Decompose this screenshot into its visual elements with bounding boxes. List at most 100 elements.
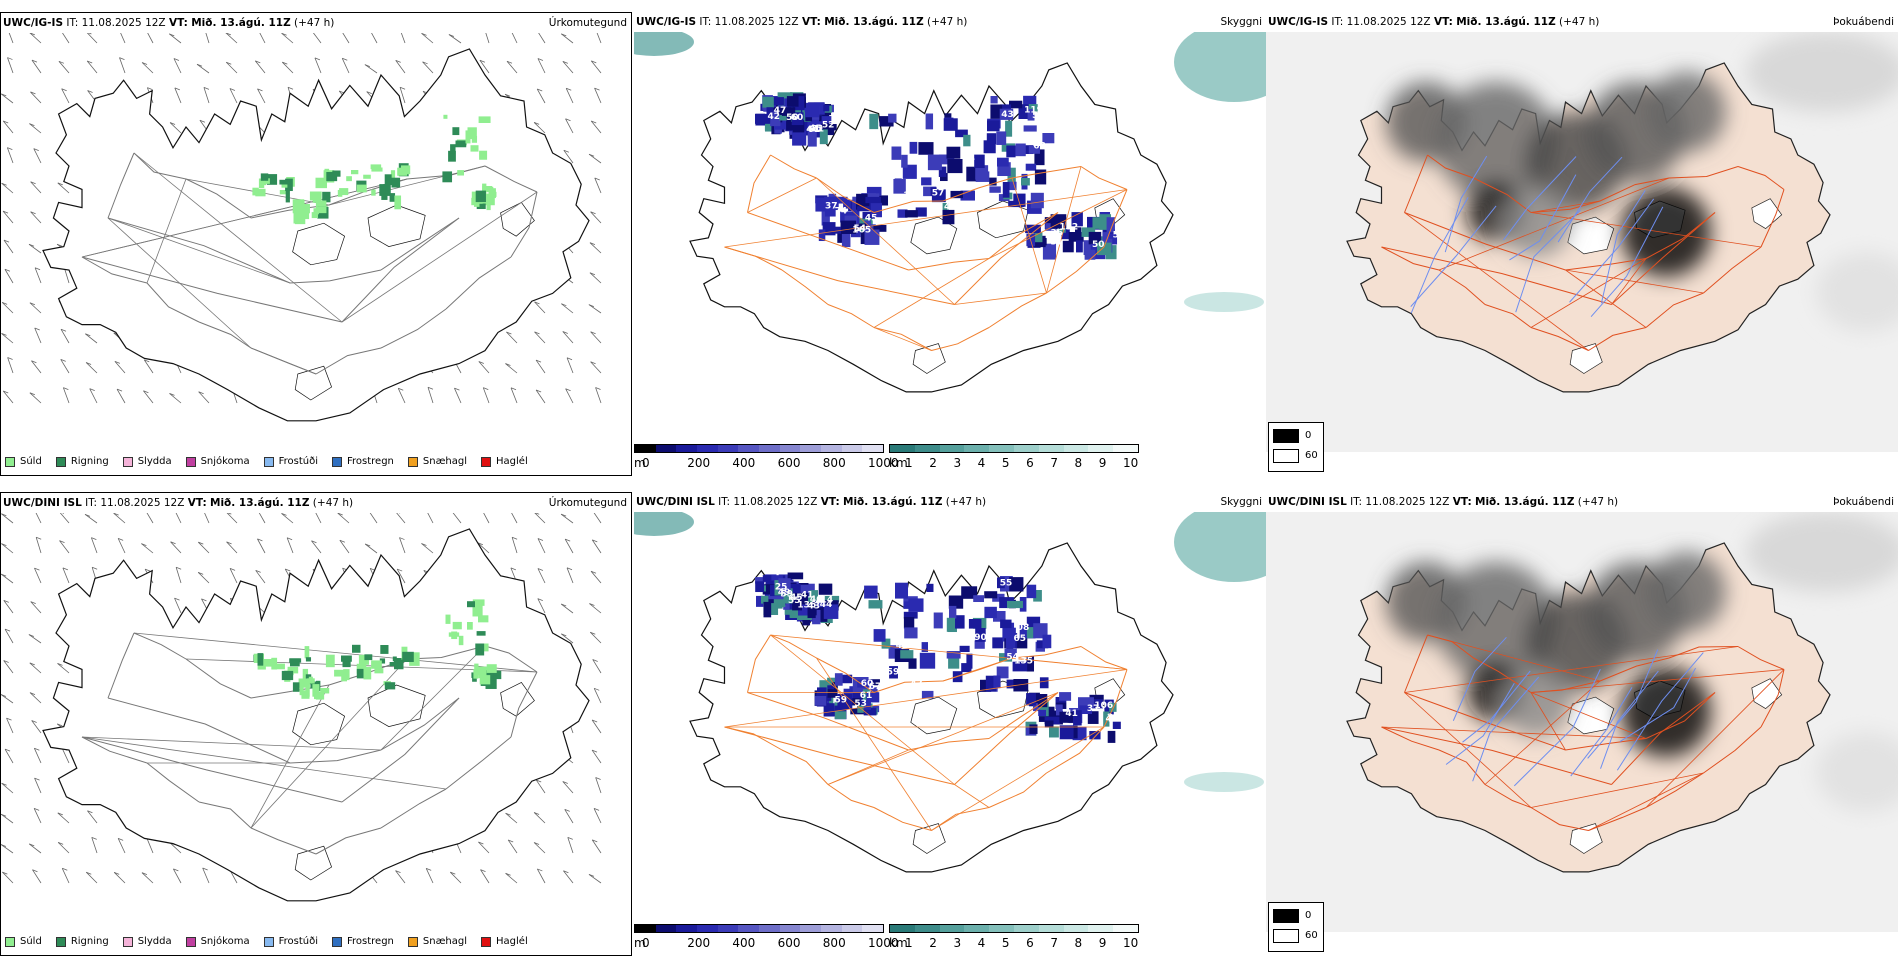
colorbar-tick: 400 bbox=[732, 456, 755, 470]
colorbar-tick: 3 bbox=[953, 936, 961, 950]
legend-swatch bbox=[123, 937, 133, 947]
colorbar-tick: 600 bbox=[778, 456, 801, 470]
cloud-base-label: 165 bbox=[852, 225, 871, 235]
cloud-base-label: 43 bbox=[1001, 110, 1014, 120]
cloud-base-label: 08 bbox=[1017, 623, 1030, 633]
header-vt-label: VT: bbox=[821, 496, 840, 508]
colorbar-scale bbox=[634, 924, 884, 933]
colorbar-tick: 2 bbox=[929, 936, 937, 950]
legend-swatch bbox=[408, 457, 418, 467]
colorbar-tick: 10 bbox=[1123, 936, 1138, 950]
legend-item: Slydda bbox=[123, 936, 172, 947]
header-it-label: IT: bbox=[699, 16, 711, 28]
header-vt-label: VT: bbox=[1453, 496, 1472, 508]
legend-label: Frostúði bbox=[279, 456, 318, 467]
legend-item: Haglél bbox=[481, 936, 528, 947]
header-lead: (+47 h) bbox=[294, 17, 334, 29]
visibility-panel: UWC/IG-IS IT: 11.08.2025 12Z VT: Mið. 13… bbox=[634, 12, 1266, 476]
header-it-label: IT: bbox=[1331, 16, 1343, 28]
cloud-base-label: 51 bbox=[1050, 238, 1063, 248]
header-it-label: IT: bbox=[718, 496, 730, 508]
colorbar-tick: 9 bbox=[1099, 456, 1107, 470]
fog-legend-swatch bbox=[1273, 429, 1299, 443]
fog-map bbox=[1266, 32, 1898, 452]
colorbar-scale bbox=[889, 444, 1139, 453]
legend-item: Súld bbox=[5, 936, 42, 947]
header-it-label: IT: bbox=[1350, 496, 1362, 508]
colorbar-tick: 5 bbox=[1002, 936, 1010, 950]
colorbar-tick: 400 bbox=[732, 936, 755, 950]
legend-item: Frostregn bbox=[332, 456, 394, 467]
cloud-base-label: 74 bbox=[835, 207, 848, 217]
fog-legend-value: 60 bbox=[1305, 450, 1318, 461]
precip-type-panel: UWC/IG-IS IT: 11.08.2025 12Z VT: Mið. 13… bbox=[0, 12, 632, 476]
cloud-base-label: 50 bbox=[1092, 240, 1105, 250]
header-model: UWC/DINI ISL bbox=[3, 497, 82, 509]
cloud-base-label: 45 bbox=[865, 214, 878, 224]
header-vt-label: VT: bbox=[169, 17, 188, 29]
cloud-base-label: 150 bbox=[930, 643, 949, 653]
header-model: UWC/IG-IS bbox=[636, 16, 696, 28]
legend-swatch bbox=[56, 457, 66, 467]
precip-map bbox=[1, 513, 631, 933]
legend-swatch bbox=[481, 457, 491, 467]
colorbar-tick: 9 bbox=[1099, 936, 1107, 950]
fog-map bbox=[1266, 512, 1898, 932]
legend-swatch bbox=[56, 937, 66, 947]
panel-title: Þokuábendi bbox=[1833, 496, 1894, 508]
colorbar-tick: 2 bbox=[929, 456, 937, 470]
legend-swatch bbox=[5, 457, 15, 467]
legend-swatch bbox=[186, 457, 196, 467]
header-it-value: 11.08.2025 12Z bbox=[100, 497, 184, 509]
cloud-base-label: 136 bbox=[797, 600, 816, 610]
header-vt-value: Mið. 13.ágú. 11Z bbox=[191, 17, 290, 29]
header-it-value: 11.08.2025 12Z bbox=[733, 496, 817, 508]
cloud-base-label: 43 bbox=[885, 170, 898, 180]
panel-header: UWC/DINI ISL IT: 11.08.2025 12Z VT: Mið.… bbox=[636, 496, 986, 508]
legend-item: Snjókoma bbox=[186, 456, 250, 467]
colorbar-tick: 1 bbox=[905, 456, 913, 470]
header-vt-value: Mið. 13.ágú. 11Z bbox=[843, 496, 942, 508]
cloud-base-label: 50 bbox=[786, 113, 799, 123]
legend-swatch bbox=[5, 937, 15, 947]
legend-swatch bbox=[186, 937, 196, 947]
legend-label: Frostregn bbox=[347, 936, 394, 947]
colorbar-scale bbox=[634, 444, 884, 453]
header-model: UWC/DINI ISL bbox=[636, 496, 715, 508]
colorbar-tick: 8 bbox=[1075, 936, 1083, 950]
legend-item: Snjókoma bbox=[186, 936, 250, 947]
legend-label: Súld bbox=[20, 936, 42, 947]
panel-header: UWC/IG-IS IT: 11.08.2025 12Z VT: Mið. 13… bbox=[636, 16, 967, 28]
colorbar-tick: 800 bbox=[823, 456, 846, 470]
cloud-base-label: 65 bbox=[1014, 634, 1027, 644]
panel-title: Úrkomutegund bbox=[549, 17, 627, 29]
header-lead: (+47 h) bbox=[927, 16, 967, 28]
colorbar-tick: 4 bbox=[978, 456, 986, 470]
precip-type-panel: UWC/DINI ISL IT: 11.08.2025 12Z VT: Mið.… bbox=[0, 492, 632, 956]
legend-label: Slydda bbox=[138, 456, 172, 467]
cloud-base-label: 14 bbox=[821, 596, 834, 606]
colorbar-tick: 3 bbox=[953, 456, 961, 470]
legend-item: Snæhagl bbox=[408, 936, 467, 947]
colorbar-tick: 8 bbox=[1075, 456, 1083, 470]
legend-swatch bbox=[332, 937, 342, 947]
legend-label: Snjókoma bbox=[201, 936, 250, 947]
legend-label: Snæhagl bbox=[423, 936, 467, 947]
cloud-base-label: 48 bbox=[944, 203, 957, 213]
colorbar-tick: 600 bbox=[778, 936, 801, 950]
fog-legend-swatch bbox=[1273, 909, 1299, 923]
header-lead: (+47 h) bbox=[1578, 496, 1618, 508]
panel-title: Skyggni bbox=[1221, 16, 1263, 28]
header-vt-value: Mið. 13.ágú. 11Z bbox=[210, 497, 309, 509]
cloud-base-label: 118 bbox=[903, 191, 922, 201]
cloud-base-label: 135 bbox=[1014, 656, 1033, 666]
legend-item: Frostregn bbox=[332, 936, 394, 947]
colorbar-tick: 5 bbox=[1002, 456, 1010, 470]
cloud-base-label: 42 bbox=[896, 641, 909, 651]
